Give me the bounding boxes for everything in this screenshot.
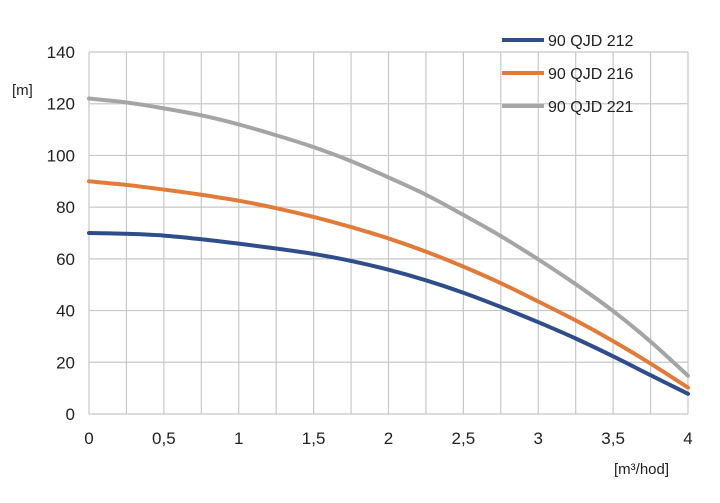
x-tick-label: 4 xyxy=(683,429,692,448)
grid xyxy=(88,51,689,415)
x-tick-label: 1,5 xyxy=(302,429,326,448)
x-axis-label: [m³/hod] xyxy=(614,461,669,478)
legend-label: 90 QJD 212 xyxy=(548,33,633,50)
series-line-90-qjd-212 xyxy=(87,231,690,396)
x-tick-label: 0 xyxy=(84,429,93,448)
legend-item: 90 QJD 216 xyxy=(502,66,633,83)
legend-item: 90 QJD 212 xyxy=(502,33,633,50)
legend: 90 QJD 212 90 QJD 216 90 QJD 221 xyxy=(502,33,633,116)
y-tick-labels: 0 20 40 60 80 100 120 140 xyxy=(47,43,75,424)
x-tick-label: 0,5 xyxy=(152,429,176,448)
y-tick-label: 100 xyxy=(47,146,75,165)
y-tick-label: 40 xyxy=(56,302,75,321)
y-tick-label: 80 xyxy=(56,198,75,217)
x-tick-label: 3,5 xyxy=(601,429,625,448)
x-tick-label: 1 xyxy=(234,429,243,448)
y-tick-label: 140 xyxy=(47,43,75,62)
x-tick-labels: 0 0,5 1 1,5 2 2,5 3 3,5 4 xyxy=(84,429,692,448)
y-tick-label: 120 xyxy=(47,95,75,114)
legend-label: 90 QJD 221 xyxy=(548,99,633,116)
y-tick-label: 60 xyxy=(56,250,75,269)
series-lines xyxy=(87,96,690,396)
legend-item: 90 QJD 221 xyxy=(502,99,633,116)
y-tick-label: 0 xyxy=(66,405,75,424)
series-line-90-qjd-221 xyxy=(87,96,690,378)
x-tick-label: 2 xyxy=(384,429,393,448)
x-tick-label: 3 xyxy=(534,429,543,448)
x-tick-label: 2,5 xyxy=(452,429,476,448)
y-axis-label: [m] xyxy=(12,82,33,99)
legend-label: 90 QJD 216 xyxy=(548,66,633,83)
y-tick-label: 20 xyxy=(56,353,75,372)
series-line-90-qjd-216 xyxy=(87,179,690,390)
